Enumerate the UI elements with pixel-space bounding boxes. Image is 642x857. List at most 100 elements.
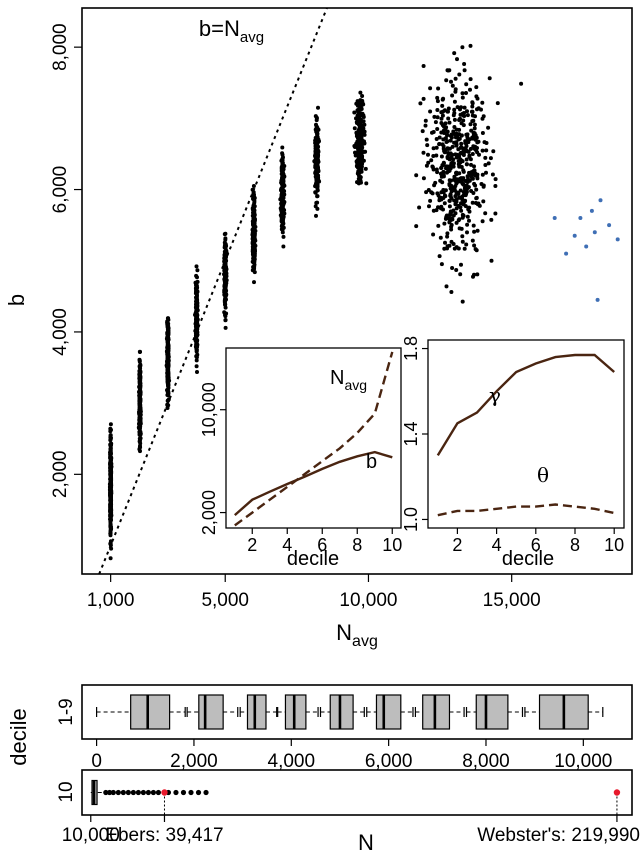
scatter-point-decile-10 [486,161,491,166]
scatter-point-decile-10 [465,230,469,235]
scatter-point-decile-10 [453,89,458,94]
inset1-series-line-0 [234,351,394,527]
scatter-point-decile-10 [472,126,477,131]
scatter-point-outlier [564,251,569,256]
scatter-point-decile-7 [280,182,285,187]
scatter-point-decile-10 [482,140,487,145]
scatter-point-decile-5 [223,267,227,272]
main-y-axis-title: b [4,294,29,306]
scatter-point-decile-7 [280,187,285,191]
scatter-point-decile-10 [464,157,469,162]
scatter-point-decile-10 [474,187,479,192]
scatter-point-decile-10 [439,116,444,121]
scatter-point-decile-10 [458,107,462,112]
box-outlier-point [140,789,146,796]
scatter-point-decile-6 [252,280,256,285]
scatter-point-decile-7 [279,214,284,219]
boxplot2-panel-label: 10 [56,781,77,802]
box-decile-3 [246,694,267,730]
boxplot-panel-deciles-1-9: 0 2,000 4,000 6,000 8,000 10,000 1-9 [56,684,633,772]
scatter-point-decile-10 [456,203,461,208]
scatter-point-decile-4 [194,349,199,354]
scatter-point-decile-10 [440,113,445,118]
scatter-point-decile-10 [475,140,480,145]
scatter-point-outlier [615,237,620,242]
scatter-point-decile-9 [361,158,366,163]
scatter-point-decile-10 [434,137,439,141]
scatter-point-decile-1 [108,531,113,536]
scatter-point-decile-10 [470,238,475,243]
scatter-point-decile-4 [194,342,199,346]
scatter-point-decile-3 [165,368,170,373]
scatter-point-decile-9 [359,130,363,135]
scatter-point-decile-7 [280,161,285,166]
scatter-point-decile-10 [464,140,469,145]
scatter-point-outlier [607,223,612,228]
main-y-tick-label: 2,000 [50,451,71,499]
scatter-point-decile-5 [223,318,228,323]
scatter-point-decile-3 [166,355,171,360]
scatter-point-decile-8 [315,165,320,170]
scatter-point-decile-10 [449,217,454,222]
scatter-point-decile-6 [252,211,257,216]
scatter-point-decile-4 [194,283,199,288]
scatter-point-decile-1 [108,513,113,518]
scatter-point-decile-6 [251,230,256,235]
scatter-point-decile-10 [444,164,449,169]
scatter-point-decile-10 [451,113,456,118]
scatter-point-decile-10 [474,94,479,99]
scatter-point-decile-10 [459,176,464,181]
scatter-point-decile-10 [454,199,459,204]
inset1-y-tick-label: 10,000 [199,382,219,437]
scatter-point-decile-10 [472,131,477,136]
scatter-point-decile-1 [108,477,113,482]
scatter-point-decile-4 [194,264,199,269]
scatter-point-decile-2 [137,384,142,389]
scatter-point-decile-10 [483,155,488,160]
scatter-point-decile-2 [137,365,142,370]
scatter-point-decile-6 [251,265,256,269]
inset2-y-tick-label: 1.8 [401,336,421,361]
scatter-point-decile-9 [357,174,362,179]
scatter-point-decile-5 [222,240,227,245]
scatter-point-decile-10 [433,120,438,125]
scatter-point-decile-10 [460,299,465,304]
scatter-point-decile-8 [314,213,318,218]
scatter-point-outlier [578,216,583,220]
scatter-point-decile-10 [441,161,446,166]
scatter-point-decile-9 [360,94,365,98]
scatter-point-decile-9 [353,150,357,155]
scatter-point-decile-10 [472,243,477,248]
scatter-point-decile-10 [462,246,467,251]
scatter-point-decile-10 [444,213,449,218]
scatter-point-decile-10 [435,95,440,100]
scatter-point-decile-8 [313,204,318,209]
scatter-point-decile-10 [468,43,473,48]
scatter-point-decile-10 [483,163,488,167]
scatter-point-decile-10 [457,72,462,77]
scatter-point-decile-10 [465,109,469,114]
scatter-point-decile-5 [223,245,228,250]
scatter-point-decile-10 [423,118,428,123]
boxplot2-box [90,779,621,819]
scatter-point-decile-10 [454,131,459,136]
scatter-point-decile-6 [252,200,257,205]
box-outlier-point [173,789,179,796]
scatter-point-decile-10 [471,223,476,228]
box-decile-8 [475,694,509,730]
inset-gamma-theta-panel: 2 4 6 8 10 1.0 1.4 1.8 γ θ decile [401,336,625,570]
scatter-point-decile-10 [458,272,463,277]
scatter-point-decile-10 [480,219,485,224]
scatter-point-decile-2 [137,439,142,444]
scatter-point-decile-10 [489,217,494,222]
scatter-point-decile-10 [465,180,470,184]
scatter-point-decile-10 [444,284,449,289]
scatter-point-decile-10 [469,162,473,167]
scatter-point-decile-2 [137,349,142,354]
scatter-point-decile-7 [280,152,285,157]
scatter-point-decile-10 [437,142,442,146]
scatter-point-decile-10 [438,235,443,240]
scatter-point-decile-10 [435,127,440,131]
scatter-point-decile-7 [280,211,284,216]
